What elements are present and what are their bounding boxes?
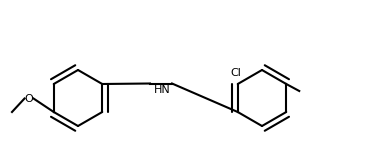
Text: O: O	[25, 93, 33, 104]
Text: Cl: Cl	[230, 68, 241, 78]
Text: HN: HN	[154, 85, 171, 95]
